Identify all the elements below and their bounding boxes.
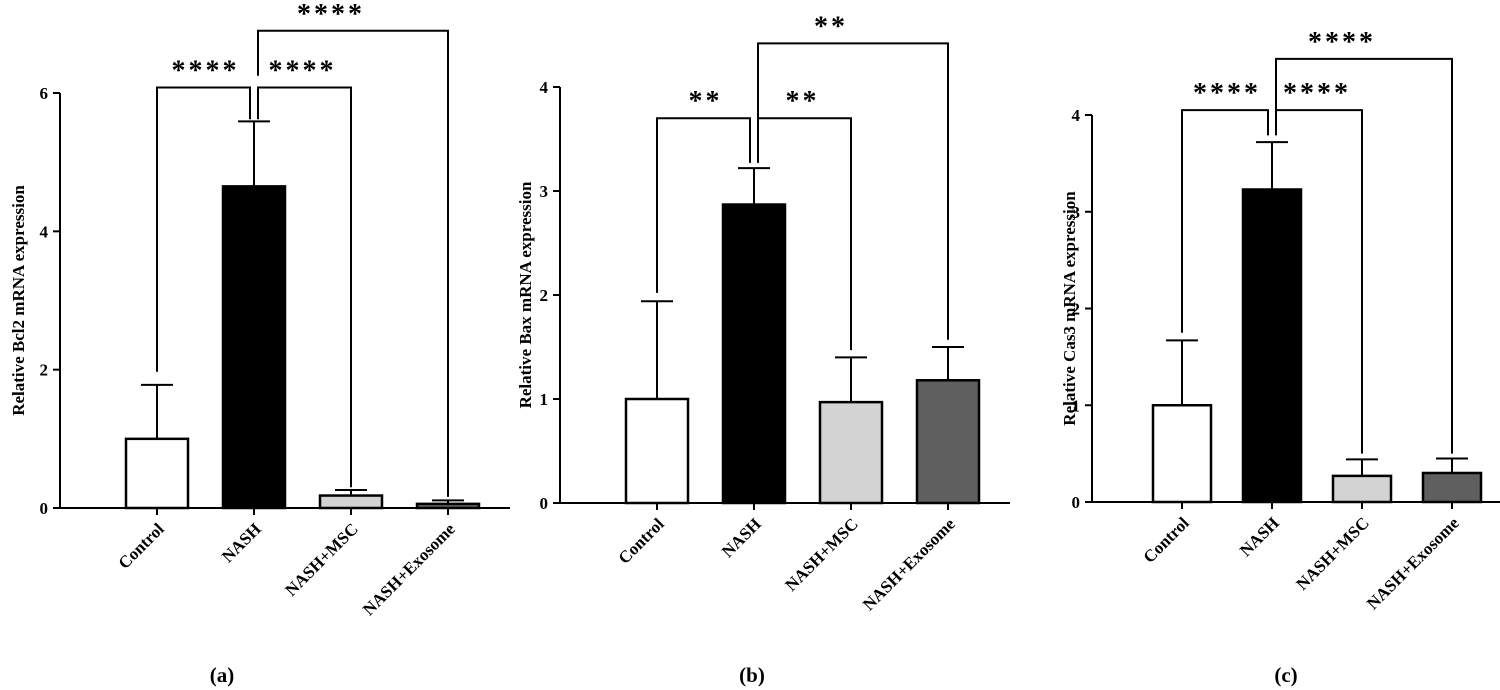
y-tick-label: 0 <box>1072 493 1081 512</box>
y-tick-label: 0 <box>40 499 49 518</box>
y-tick-label: 3 <box>540 182 549 201</box>
panel-label: (b) <box>739 663 765 687</box>
x-tick-label: NASH <box>218 519 265 566</box>
x-tick-label: NASH+MSC <box>1292 513 1372 593</box>
chart-panel-c: 0 1 2 3 4 Relative Cas3 mRNA expression Contro… <box>1060 27 1500 687</box>
significance-label: **** <box>297 0 365 30</box>
y-axis-label: Relative Bcl2 mRNA expression <box>9 185 28 416</box>
bar <box>221 185 287 510</box>
x-tick-label: Control <box>115 519 168 572</box>
x-tick-label: NASH+Exosome <box>1363 513 1463 613</box>
bar <box>721 203 787 505</box>
x-tick-label: NASH <box>718 514 765 561</box>
y-tick-label: 0 <box>540 494 549 513</box>
bar <box>915 379 981 505</box>
x-tick-label: NASH+MSC <box>281 519 361 599</box>
x-tick-label: Control <box>1140 513 1193 566</box>
bar <box>1421 471 1483 504</box>
y-tick-label: 2 <box>1072 300 1081 319</box>
bar <box>1331 474 1393 504</box>
bar <box>1241 188 1303 504</box>
y-tick-label: 3 <box>1072 203 1081 222</box>
significance-bracket <box>1275 109 1363 454</box>
significance-label: **** <box>172 55 240 86</box>
y-axis-label: Relative Cas3 mRNA expression <box>1060 191 1079 426</box>
significance-label: **** <box>1193 78 1261 109</box>
significance-label: ** <box>786 86 820 117</box>
significance-bracket <box>257 29 449 497</box>
chart-panel-a: 0 2 4 6 Relative Bcl2 mRNA expression Control… <box>9 0 510 687</box>
y-tick-label: 2 <box>40 361 49 380</box>
y-axis-label: Relative Bax mRNA expression <box>516 181 535 408</box>
significance-bracket <box>156 86 251 372</box>
x-tick-label: NASH <box>1236 513 1283 560</box>
significance-bracket <box>757 117 852 351</box>
panel-label: (a) <box>210 663 235 687</box>
bar <box>818 400 884 505</box>
significance-label: ** <box>689 86 723 117</box>
x-tick-label: NASH+MSC <box>781 514 861 594</box>
panel-label: (c) <box>1274 663 1297 687</box>
x-tick-label: Control <box>615 514 668 567</box>
significance-bracket <box>757 42 949 340</box>
y-tick-label: 4 <box>540 78 549 97</box>
chart-panel-b: 0 1 2 3 4 Relative Bax mRNA expression Control… <box>516 11 1010 687</box>
bar <box>624 397 690 505</box>
significance-bracket <box>1275 57 1453 454</box>
y-tick-label: 4 <box>40 222 49 241</box>
bar <box>415 502 481 510</box>
significance-bracket <box>656 117 751 293</box>
y-tick-label: 1 <box>1072 396 1081 415</box>
y-tick-label: 4 <box>1072 106 1081 125</box>
x-tick-label: NASH+Exosome <box>859 514 959 614</box>
significance-label: **** <box>1308 27 1376 58</box>
significance-label: **** <box>269 55 337 86</box>
y-tick-label: 1 <box>540 390 549 409</box>
bar <box>124 437 190 510</box>
bar <box>318 494 384 510</box>
bar <box>1151 404 1213 504</box>
x-tick-label: NASH+Exosome <box>359 519 459 619</box>
y-tick-label: 2 <box>540 286 549 305</box>
significance-label: ** <box>814 11 848 42</box>
significance-label: **** <box>1283 78 1351 109</box>
significance-bracket <box>257 86 352 488</box>
significance-bracket <box>1181 109 1269 333</box>
y-tick-label: 6 <box>40 84 49 103</box>
